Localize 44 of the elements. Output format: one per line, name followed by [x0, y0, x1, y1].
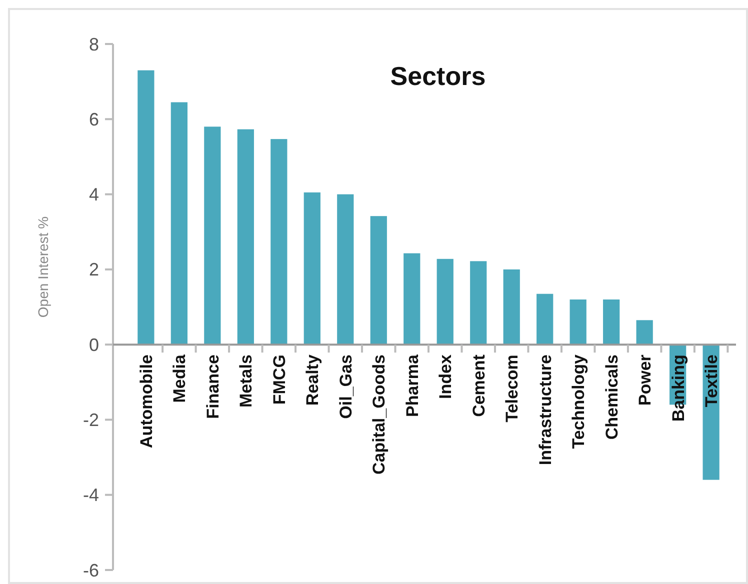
bar — [304, 192, 320, 345]
bar — [170, 102, 188, 345]
y-tick-label: -2 — [82, 410, 99, 430]
y-tick-label: 2 — [88, 260, 99, 280]
y-tick-label: 0 — [88, 334, 99, 355]
bar — [138, 70, 154, 345]
bar — [404, 253, 420, 345]
x-tick-label: Oil_Gas — [336, 354, 356, 419]
bar — [470, 261, 487, 345]
bar — [570, 299, 586, 345]
bar — [237, 129, 254, 345]
x-tick-label: Index — [436, 354, 456, 399]
bar — [337, 194, 354, 345]
y-tick-label: 4 — [88, 184, 99, 205]
x-tick-label: Telecom — [502, 354, 522, 422]
y-tick-label: 6 — [88, 109, 99, 130]
x-tick-label: Chemicals — [602, 354, 622, 440]
x-tick-label: Media — [170, 354, 190, 403]
x-tick-label: Power — [636, 354, 655, 406]
bar — [370, 216, 387, 345]
bar — [270, 139, 288, 345]
x-tick-label: Cement — [469, 354, 488, 417]
x-tick-label: Automobile — [136, 354, 156, 448]
x-tick-label: Metals — [236, 354, 256, 408]
y-tick-label: 8 — [88, 34, 99, 54]
x-tick-label: Finance — [203, 354, 222, 419]
bar — [636, 320, 653, 345]
bar — [536, 294, 554, 345]
x-tick-label: Technology — [569, 354, 588, 449]
x-tick-label: Textile — [702, 354, 722, 408]
y-tick-label: -4 — [82, 485, 99, 506]
x-tick-label: Pharma — [402, 354, 422, 417]
bar — [436, 258, 454, 345]
bar — [603, 299, 620, 345]
y-axis-title: Open Interest % — [35, 216, 51, 318]
y-tick-label: -6 — [82, 560, 99, 580]
x-tick-label: Infrastructure — [536, 354, 555, 466]
x-tick-label: Capital_Goods — [370, 354, 389, 475]
text: Sectors — [390, 61, 486, 91]
x-tick-label: FMCG — [270, 354, 289, 405]
x-tick-label: Realty — [303, 354, 322, 406]
bar — [503, 269, 520, 345]
bar — [204, 126, 221, 345]
x-tick-label: Banking — [668, 354, 688, 422]
